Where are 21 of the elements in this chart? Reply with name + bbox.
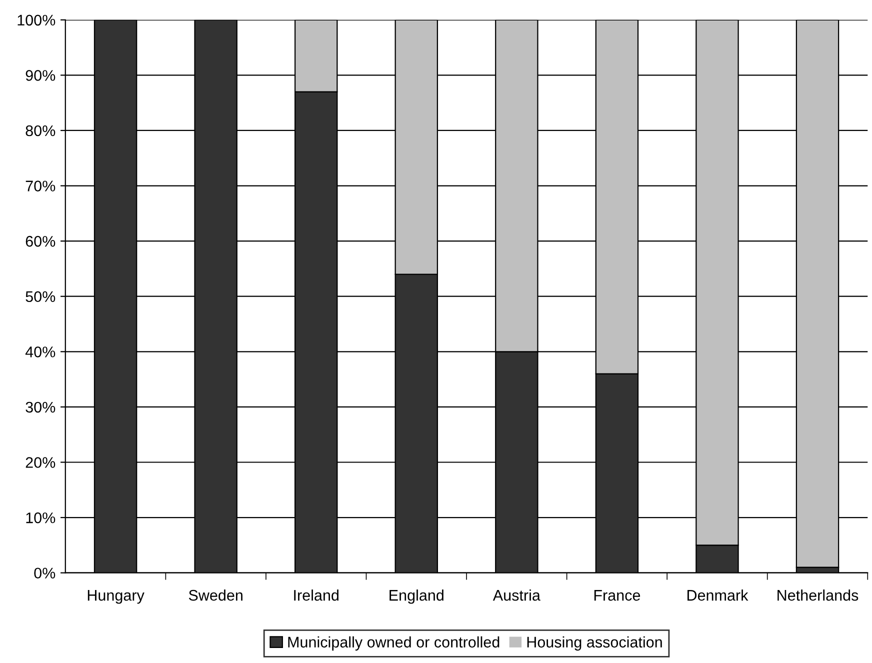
y-tick-label: 20% <box>26 457 56 468</box>
x-tick-label: England <box>390 590 444 604</box>
y-tick-label: 100% <box>18 14 56 26</box>
x-tick-label: Denmark <box>687 590 748 601</box>
y-tick-label: 30% <box>26 402 56 413</box>
x-tick-label: France <box>594 590 640 601</box>
x-tick-label: Ireland <box>294 590 338 601</box>
y-tick-label: 50% <box>26 291 56 302</box>
legend-label: Housing association <box>527 636 662 651</box>
x-tick-label: Hungary <box>88 590 144 604</box>
y-tick-label: 0% <box>34 568 56 579</box>
y-tick-label: 70% <box>26 180 56 192</box>
y-tick-label: 10% <box>26 512 56 524</box>
y-tick-label: 60% <box>26 236 56 247</box>
x-tick-label: Netherlands <box>778 590 858 601</box>
legend-label: Municipally owned or controlled <box>288 636 500 651</box>
x-tick-label: Austria <box>492 590 540 601</box>
y-tick-label: 90% <box>26 70 56 81</box>
y-tick-label: 80% <box>26 125 56 136</box>
y-tick-label: 40% <box>25 346 56 358</box>
x-tick-label: Sweden <box>188 590 242 601</box>
